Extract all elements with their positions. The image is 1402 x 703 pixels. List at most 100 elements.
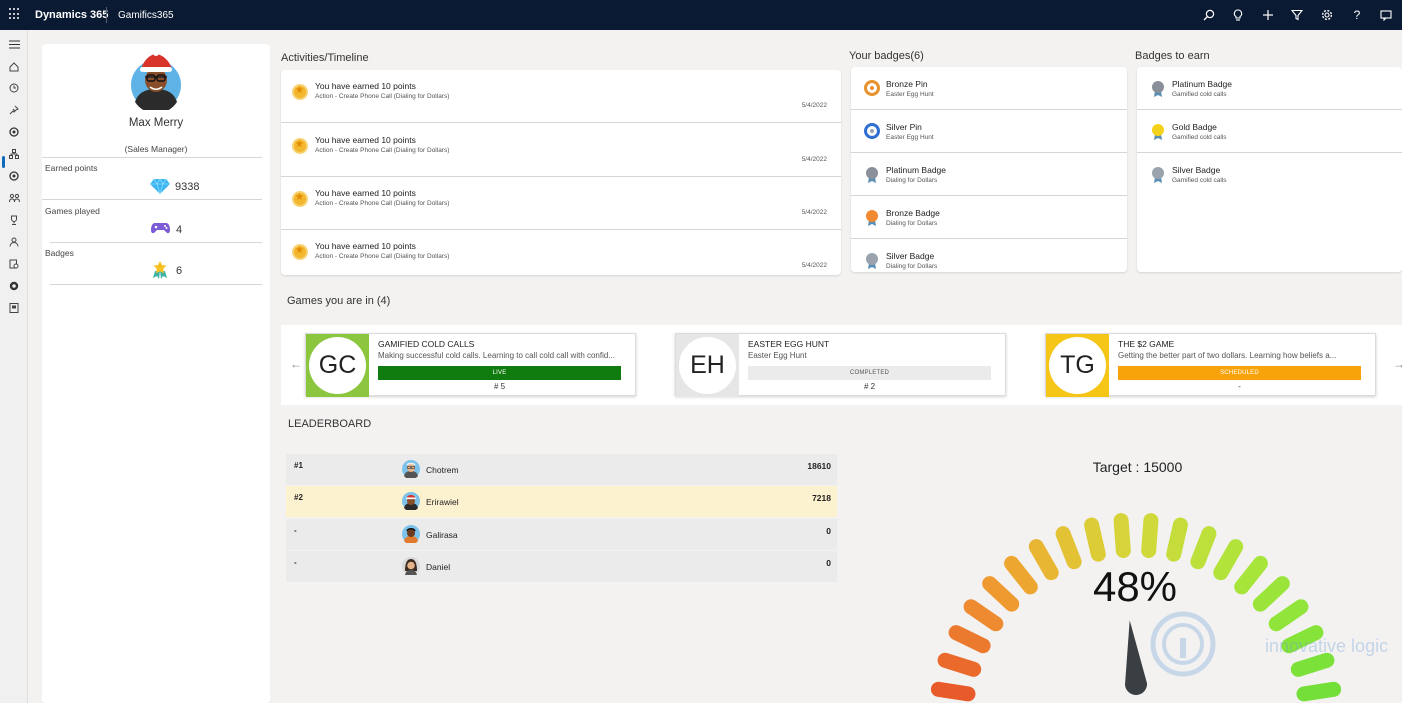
gauge-needle [1125, 620, 1148, 696]
game-status-badge: LIVE [378, 366, 621, 380]
badge-icon[interactable] [7, 301, 21, 315]
app-name[interactable]: Gamifics365 [118, 10, 174, 21]
help-icon[interactable]: ? [1353, 8, 1361, 22]
leaderboard-row[interactable]: #2 Erirawiel 7218 [286, 486, 837, 517]
game-card[interactable]: EH EASTER EGG HUNT Easter Egg Hunt COMPL… [675, 333, 1006, 397]
game-card[interactable]: TG THE $2 GAME Getting the better part o… [1045, 333, 1376, 397]
activity-title: You have earned 10 points [315, 135, 416, 145]
plus-icon[interactable] [1259, 6, 1277, 24]
app-launcher-icon[interactable] [9, 8, 21, 20]
badge-name: Silver Badge [1172, 165, 1221, 175]
activity-item[interactable]: You have earned 10 points Action - Creat… [281, 124, 841, 177]
leaderboard-score: 7218 [812, 493, 831, 503]
badge-item[interactable]: Silver Badge Dialing for Dollars [851, 239, 1127, 272]
avatar [402, 492, 420, 512]
activity-subtitle: Action - Create Phone Call (Dialing for … [315, 200, 450, 207]
target-icon[interactable] [7, 169, 21, 183]
activity-date: 5/4/2022 [801, 209, 827, 216]
badge-name: Platinum Badge [1172, 79, 1233, 89]
game-rank: # 5 [493, 382, 506, 391]
badge-item[interactable]: Platinum Badge Dialing for Dollars [851, 153, 1127, 196]
medal-icon [1150, 80, 1166, 98]
leaderboard-name: Daniel [426, 562, 451, 572]
recent-icon[interactable] [7, 81, 21, 95]
chat-icon[interactable] [1377, 6, 1395, 24]
brand-title[interactable]: Dynamics 365 [35, 9, 109, 21]
badge-name: Bronze Pin [886, 79, 928, 89]
games-title: Games you are in (4) [287, 295, 391, 307]
gauge-segment [1055, 526, 1082, 570]
badge-game: Dialing for Dollars [886, 220, 938, 227]
pin-icon[interactable] [7, 103, 21, 117]
gauge-segment [1113, 513, 1131, 558]
activity-title: You have earned 10 points [315, 241, 416, 251]
leaderboard-rank: #2 [294, 493, 303, 502]
gauge-segment [1028, 539, 1059, 581]
activity-date: 5/4/2022 [801, 262, 827, 269]
gear-icon[interactable] [1318, 6, 1336, 24]
hamburger-icon[interactable] [7, 37, 21, 51]
lightbulb-icon[interactable] [1229, 6, 1247, 24]
divider [50, 284, 262, 285]
gauge-target-title: Target : 15000 [1092, 459, 1183, 475]
game-card[interactable]: GC GAMIFIED COLD CALLS Making successful… [305, 333, 636, 397]
top-bar: Dynamics 365 Gamifics365 ? [0, 0, 1402, 30]
filter-icon[interactable] [1288, 6, 1306, 24]
gamepad-icon [151, 222, 170, 240]
badge-item[interactable]: Platinum Badge Gamified cold calls [1137, 67, 1402, 110]
leaderboard-name: Erirawiel [426, 497, 459, 507]
medal-icon [864, 166, 880, 184]
activity-date: 5/4/2022 [801, 156, 827, 163]
game-title: EASTER EGG HUNT [748, 339, 830, 349]
activity-subtitle: Action - Create Phone Call (Dialing for … [315, 93, 450, 100]
coin-icon [292, 191, 308, 207]
gauge-segment [937, 652, 982, 677]
profile-panel: (Sales Manager) Max Merry Earned points … [42, 44, 270, 703]
carousel-next-arrow[interactable]: → [1393, 357, 1402, 371]
games-played-label: Games played [45, 206, 100, 216]
leaderboard-row[interactable]: - Galirasa 0 [286, 519, 837, 550]
globe-icon[interactable] [7, 279, 21, 293]
avatar [402, 557, 420, 575]
badge-game: Gamified cold calls [1172, 91, 1227, 98]
leaderboard-row[interactable]: #1 Chotrem 18610 [286, 454, 837, 485]
trophy-icon[interactable] [7, 213, 21, 227]
pin-badge-icon [864, 80, 880, 98]
gauge-segment [1213, 539, 1244, 581]
badge-item[interactable]: Bronze Badge Dialing for Dollars [851, 196, 1127, 239]
activity-item[interactable]: You have earned 10 points Action - Creat… [281, 70, 841, 123]
badge-item[interactable]: Gold Badge Gamified cold calls [1137, 110, 1402, 153]
leaderboard-rank: - [294, 558, 297, 567]
activity-subtitle: Action - Create Phone Call (Dialing for … [315, 253, 450, 260]
org-icon[interactable] [7, 147, 21, 161]
badge-name: Bronze Badge [886, 208, 940, 218]
search-icon[interactable] [1200, 6, 1218, 24]
diamond-icon [150, 178, 170, 199]
activities-list: You have earned 10 points Action - Creat… [281, 70, 841, 275]
badge-game: Gamified cold calls [1172, 177, 1227, 184]
gauge-segment [1004, 555, 1038, 595]
badge-item[interactable]: Silver Pin Easter Egg Hunt [851, 110, 1127, 153]
gauge-segment [1268, 599, 1309, 632]
watermark-logo [1150, 610, 1220, 685]
leaderboard-name: Galirasa [426, 530, 458, 540]
report-icon[interactable] [7, 257, 21, 271]
earned-points-label: Earned points [45, 163, 98, 173]
gamification-icon[interactable] [7, 125, 21, 139]
game-title: THE $2 GAME [1118, 339, 1175, 349]
game-logo: GC [309, 337, 366, 394]
badges-to-earn-title: Badges to earn [1135, 50, 1210, 62]
home-icon[interactable] [7, 60, 21, 74]
leaderboard-row[interactable]: - Daniel 0 [286, 551, 837, 582]
badge-game: Easter Egg Hunt [886, 134, 934, 141]
team-icon[interactable] [7, 191, 21, 205]
person-icon[interactable] [7, 235, 21, 249]
gauge-segment [1166, 517, 1188, 562]
badge-item[interactable]: Bronze Pin Easter Egg Hunt [851, 67, 1127, 110]
gauge-segment [1084, 517, 1106, 562]
badge-item[interactable]: Silver Badge Gamified cold calls [1137, 153, 1402, 196]
pin-badge-icon [864, 123, 880, 141]
activity-item[interactable]: You have earned 10 points Action - Creat… [281, 230, 841, 275]
carousel-prev-arrow[interactable]: ← [290, 357, 302, 371]
activity-item[interactable]: You have earned 10 points Action - Creat… [281, 177, 841, 230]
